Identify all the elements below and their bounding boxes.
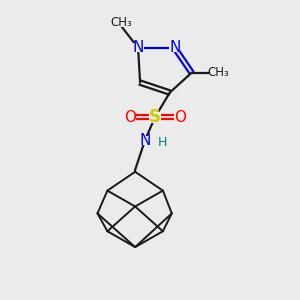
Bar — [169, 44, 180, 52]
Bar — [112, 18, 130, 27]
Text: CH₃: CH₃ — [110, 16, 132, 29]
Text: CH₃: CH₃ — [208, 66, 229, 79]
Bar — [125, 112, 136, 123]
Text: O: O — [124, 110, 136, 125]
Text: N: N — [169, 40, 181, 56]
Bar — [140, 136, 151, 145]
Bar — [174, 112, 185, 123]
Text: H: H — [158, 136, 168, 148]
Text: S: S — [149, 108, 161, 126]
Bar — [210, 68, 226, 77]
Bar — [133, 44, 144, 52]
Text: O: O — [174, 110, 186, 125]
Bar — [149, 112, 161, 123]
Text: N: N — [132, 40, 144, 56]
Text: N: N — [140, 133, 151, 148]
